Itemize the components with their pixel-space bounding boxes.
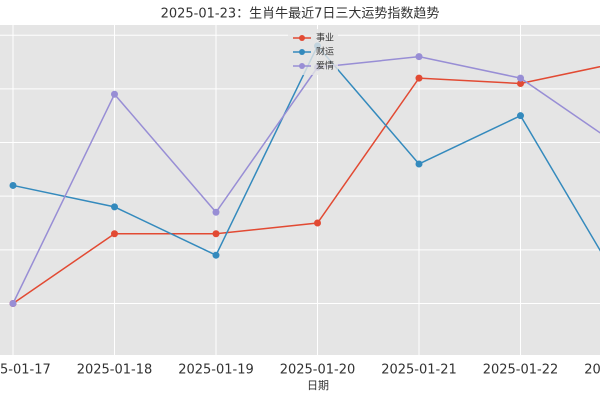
legend-marker: [299, 35, 305, 41]
data-point: [111, 230, 118, 238]
x-tick-label: 2025-01-20: [280, 363, 356, 378]
data-point: [111, 203, 118, 211]
legend-label: 爱情: [316, 60, 334, 72]
data-point: [212, 230, 220, 238]
data-point: [212, 251, 220, 259]
x-tick-label: 2025-01-18: [77, 363, 153, 378]
x-tick-label: 2025-01-23: [584, 363, 600, 378]
data-point: [517, 74, 524, 82]
data-point: [212, 208, 220, 216]
data-point: [415, 74, 423, 82]
legend-marker: [299, 63, 305, 69]
chart-title: 2025-01-23：生肖牛最近7日三大运势指数趋势: [161, 6, 440, 22]
x-tick-label: 2025-01-19: [178, 363, 254, 378]
data-point: [517, 112, 524, 120]
data-point: [314, 219, 321, 227]
data-point: [9, 181, 17, 189]
legend-label: 财运: [316, 46, 334, 58]
legend-label: 事业: [316, 32, 334, 44]
legend-marker: [299, 49, 305, 55]
data-point: [415, 53, 423, 61]
x-tick-label: 2025-01-22: [483, 363, 559, 378]
plot-background: [0, 25, 600, 355]
data-point: [517, 79, 524, 87]
x-tick-label: 2025-01-21: [381, 363, 457, 378]
data-point: [415, 160, 423, 168]
data-point: [111, 90, 118, 98]
x-tick-label: 2025-01-17: [0, 363, 51, 378]
x-axis-label: 日期: [307, 379, 329, 392]
data-point: [9, 299, 17, 307]
